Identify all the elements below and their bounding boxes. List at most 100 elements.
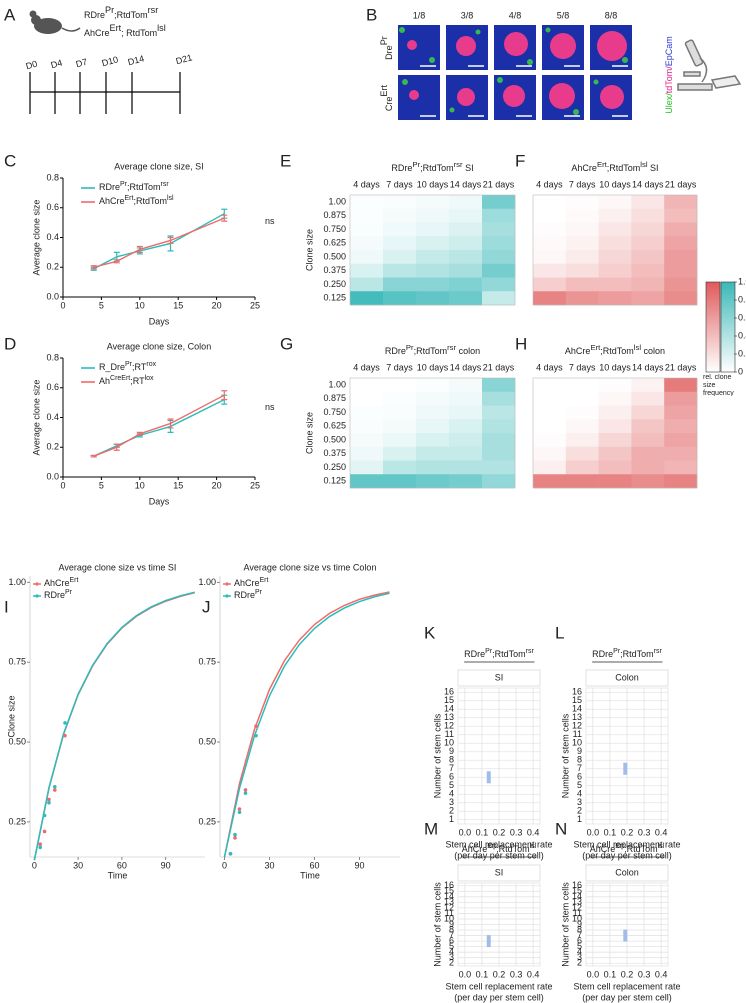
chart-title-part: rsr <box>654 648 663 655</box>
x-axis-label: Stem cell replacement rate <box>573 981 680 991</box>
microscope-icon <box>677 39 742 91</box>
y-tick-label: 11 <box>445 729 454 739</box>
legend-label: RDrePr <box>234 589 263 600</box>
legend-label: AhCreErt <box>234 577 269 588</box>
day-label: D21 <box>175 52 194 66</box>
legend-label: AhCreErt;RTlox <box>99 375 154 386</box>
heatmap-cell <box>482 474 516 489</box>
point <box>243 788 248 792</box>
heatmap-cell <box>533 446 567 461</box>
point <box>42 813 47 818</box>
heatmap-cell <box>565 250 599 265</box>
heatmap-cell <box>350 378 384 393</box>
series-line <box>93 217 225 268</box>
y-axis-label: Clone size <box>304 412 314 454</box>
point <box>42 829 47 834</box>
heatmap-cell <box>664 208 698 223</box>
heatmap-cell <box>383 250 417 265</box>
y-tick-label: 0.0 <box>46 291 59 301</box>
y-category-label: 1.00 <box>328 196 346 206</box>
x-tick-label: 0.4 <box>527 827 540 837</box>
heatmap-cell <box>533 291 567 306</box>
x-category-label: 10 days <box>599 179 631 189</box>
heatmap-cell <box>565 419 599 434</box>
y-tick-label: 8 <box>449 755 454 765</box>
y-tick-label: 0.6 <box>46 382 59 392</box>
x-tick-label: 0.0 <box>459 827 472 837</box>
x-category-label: 7 days <box>386 362 413 372</box>
heatmap-cell <box>598 291 632 306</box>
x-tick-label: 60 <box>309 860 319 870</box>
heatmap-cell <box>664 236 698 251</box>
heatmap-cell <box>565 222 599 237</box>
legend-label-part: RDre <box>44 590 65 600</box>
legend-label-part: Ert <box>125 195 134 202</box>
chart-title-part: rsr <box>454 160 463 169</box>
y-tick-label: 3 <box>449 797 454 807</box>
chart-title-part: Ert <box>590 343 601 352</box>
x-tick-label: 15 <box>173 300 183 310</box>
stain-label: Ulex/tdTom/EpCam <box>664 36 674 114</box>
error-bar <box>221 390 228 401</box>
y-axis-label: Number of stem cells <box>432 882 442 967</box>
heatmap-cell <box>482 277 516 292</box>
panel-label: C <box>4 151 16 170</box>
chart-title-part: ;RtdTom <box>496 844 530 854</box>
heatmap-cell <box>350 263 384 278</box>
heatmap-cell <box>664 263 698 278</box>
heatmap-cell <box>416 433 450 448</box>
heatmap-cell <box>383 405 417 420</box>
chart-title-part: Pr <box>412 160 420 169</box>
x-tick-label: 0 <box>60 480 65 490</box>
heatmap-cell <box>598 222 632 237</box>
y-tick-label: 16 <box>444 687 454 697</box>
heatmap-cell <box>482 419 516 434</box>
heatmap-cell <box>383 277 417 292</box>
chart-title-part: ;RtdTom <box>420 163 454 173</box>
facet-strip <box>585 669 669 687</box>
heatmap-cell <box>482 433 516 448</box>
heatmap-cell <box>416 277 450 292</box>
heatmap-cell <box>664 446 698 461</box>
heatmap-cell <box>565 291 599 306</box>
y-tick-label: 0.8 <box>46 172 59 182</box>
heatmap-cell <box>350 433 384 448</box>
heatmap-cell <box>350 236 384 251</box>
heatmap-frame <box>349 194 516 306</box>
heatmap-frame <box>349 377 516 489</box>
legend-label-part: Ah <box>99 376 110 386</box>
y-tick-label: 14 <box>444 704 454 714</box>
point <box>228 852 233 856</box>
chart-title-part: Pr <box>406 343 414 352</box>
x-tick-label: 0.1 <box>604 969 617 979</box>
heatmap-cell <box>631 208 665 223</box>
heatmap-cell <box>664 460 698 475</box>
chart-title-part: lsl <box>640 160 648 169</box>
y-tick-label: 5 <box>577 780 582 790</box>
fit-curve <box>33 591 195 861</box>
colorbar-tick-label: 0.6 <box>738 312 746 322</box>
heatmap-cell <box>598 250 632 265</box>
chart-title: Average clone size, SI <box>114 161 203 171</box>
heatmap-cell <box>449 291 483 306</box>
heatmap-cell <box>416 378 450 393</box>
x-tick-label: 0 <box>32 860 37 870</box>
heatmap-cell <box>416 208 450 223</box>
y-tick-label: 0.25 <box>8 816 26 826</box>
y-tick-label: 3 <box>577 952 582 962</box>
x-axis-label: (per day per stem cell) <box>582 850 672 860</box>
y-tick-label: 10 <box>444 913 454 923</box>
y-tick-label: 6 <box>577 772 582 782</box>
x-category-label: 7 days <box>386 179 413 189</box>
heatmap-cell <box>383 263 417 278</box>
heatmap-cell <box>533 460 567 475</box>
y-tick-label: 5 <box>449 941 454 951</box>
point <box>237 810 242 815</box>
legend-label-part: Ert <box>260 577 269 584</box>
y-tick-label: 16 <box>572 880 582 890</box>
y-tick-label: 0.2 <box>46 442 59 452</box>
x-tick-label: 25 <box>250 300 260 310</box>
fit-curve <box>33 591 195 861</box>
chart-title-part: ;RtdTom <box>414 346 448 356</box>
y-tick-label: 10 <box>572 913 582 923</box>
